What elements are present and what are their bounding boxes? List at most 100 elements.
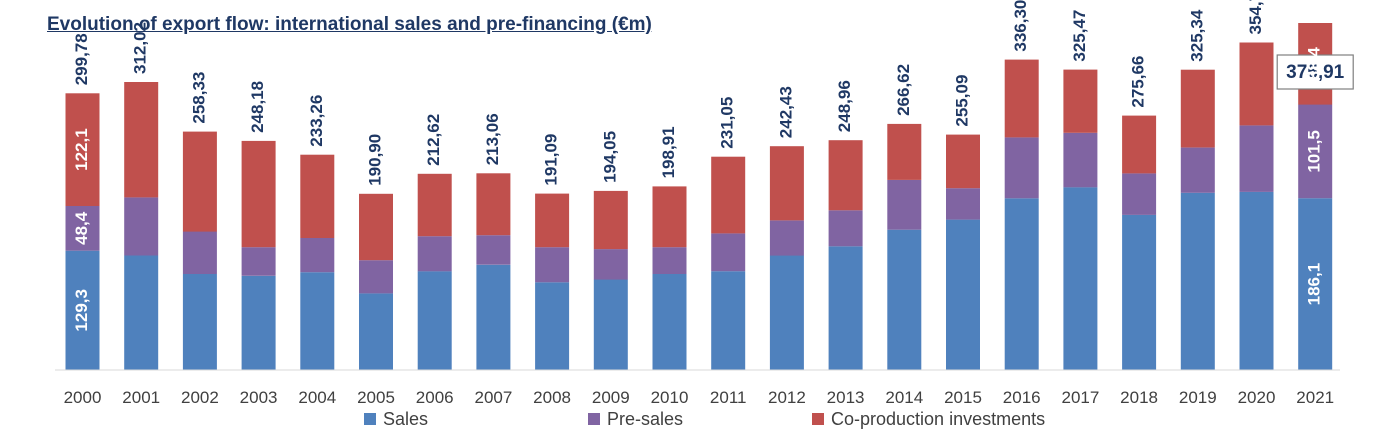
legend-item-co-production: Co-production investments [812,408,1045,430]
bar-sales-2017 [1063,187,1098,370]
x-tick-label-2009: 2009 [592,388,630,407]
bar-co-production-investments-2012 [769,146,804,221]
labels-layer: 2000 299,78 129,3 48,4 122,1 2001 312,02 2002 25… [64,0,1354,407]
bar-sales-2011 [711,271,746,370]
x-tick-label-2014: 2014 [885,388,923,407]
bar-pre-sales-2006 [417,236,452,272]
bar-co-production-investments-2019 [1180,69,1215,148]
bar-sales-2001 [124,255,159,370]
x-tick-label-2004: 2004 [298,388,336,407]
bar-pre-sales-2007 [476,235,511,265]
total-label-2006: 212,62 [424,114,443,166]
bar-sales-2015 [946,219,980,370]
total-box-2021 [1276,54,1354,90]
bar-sales-2021 [1298,198,1333,370]
bar-sales-2016 [1004,198,1039,370]
legend-swatch-pre-sales [588,413,600,425]
x-tick-label-2001: 2001 [122,388,160,407]
bar-pre-sales-2021 [1298,104,1333,199]
x-tick-label-2013: 2013 [827,388,865,407]
bar-sales-2004 [300,272,335,370]
bar-pre-sales-2015 [946,188,980,220]
bar-sales-2013 [828,246,863,370]
x-tick-label-2017: 2017 [1061,388,1099,407]
data-label-sales-2000: 129,3 [72,289,91,332]
x-tick-label-2012: 2012 [768,388,806,407]
legend-label-co-production: Co-production investments [831,408,1046,429]
bar-pre-sales-2004 [300,238,335,273]
bar-co-production-investments-2004 [300,154,335,238]
bar-co-production-investments-2011 [711,156,746,234]
bar-pre-sales-2003 [241,247,276,276]
bar-pre-sales-2008 [535,247,570,283]
bar-pre-sales-2010 [652,247,687,274]
bar-pre-sales-2009 [593,249,628,280]
bar-pre-sales-2005 [359,260,393,294]
x-tick-label-2000: 2000 [64,388,102,407]
bar-sales-2000 [65,250,100,370]
total-label-2021: 375,91 [1286,62,1345,83]
total-label-2004: 233,26 [307,95,326,147]
total-label-2011: 231,05 [718,97,737,149]
total-label-2018: 275,66 [1129,56,1148,108]
x-tick-label-2019: 2019 [1179,388,1217,407]
bar-co-production-investments-2010 [652,186,687,248]
x-tick-label-2007: 2007 [474,388,512,407]
legend-label-pre-sales: Pre-sales [607,408,684,429]
legend-swatch-sales [364,413,376,425]
data-label-sales-2021: 186,1 [1305,263,1324,306]
total-label-2020: 354,79 [1246,0,1265,35]
total-label-2003: 248,18 [248,81,267,133]
total-label-2016: 336,30 [1011,0,1030,52]
x-tick-label-2016: 2016 [1003,388,1041,407]
data-label-pre-sales-2000: 48,4 [72,211,91,245]
bar-sales-2018 [1122,214,1157,370]
bar-co-production-investments-2000 [65,93,100,206]
x-tick-label-2018: 2018 [1120,388,1158,407]
total-label-2002: 258,33 [189,72,208,124]
bar-co-production-investments-2016 [1004,59,1039,138]
total-label-2019: 325,34 [1187,9,1206,62]
bars-layer [65,23,1333,370]
total-label-2005: 190,90 [365,134,384,186]
bar-sales-2012 [769,255,804,370]
bar-sales-2003 [241,275,276,370]
bar-co-production-investments-2002 [182,131,217,232]
bar-pre-sales-2002 [182,231,217,274]
bar-pre-sales-2018 [1122,173,1157,215]
bar-sales-2020 [1239,191,1274,370]
bar-co-production-investments-2009 [593,190,628,250]
data-label-co-production-investments-2021: 88,4 [1305,47,1324,81]
bar-sales-2014 [887,229,922,370]
total-label-2010: 198,91 [659,126,678,178]
bar-pre-sales-2013 [828,210,863,247]
total-label-2000: 299,78 [72,33,91,85]
bar-co-production-investments-2005 [359,193,393,261]
bar-pre-sales-2020 [1239,125,1274,192]
data-label-co-production-investments-2000: 122,1 [72,128,91,171]
bar-pre-sales-2001 [124,197,159,256]
x-tick-label-2011: 2011 [710,388,747,407]
bar-co-production-investments-2001 [124,82,159,198]
bar-pre-sales-2000 [65,206,100,251]
total-label-2007: 213,06 [483,113,502,165]
bar-co-production-investments-2008 [535,193,570,248]
x-tick-label-2010: 2010 [651,388,689,407]
x-tick-label-2008: 2008 [533,388,571,407]
bar-co-production-investments-2003 [241,140,276,248]
x-tick-label-2020: 2020 [1238,388,1276,407]
bar-co-production-investments-2015 [946,134,980,189]
bar-sales-2019 [1180,192,1215,370]
total-label-2013: 248,96 [835,80,854,132]
bar-co-production-investments-2018 [1122,115,1157,174]
total-label-2014: 266,62 [894,64,913,116]
bar-co-production-investments-2014 [887,123,922,180]
bar-sales-2010 [652,274,687,370]
data-label-pre-sales-2021: 101,5 [1305,130,1324,173]
total-label-2009: 194,05 [600,131,619,183]
bar-sales-2005 [359,293,393,370]
x-tick-label-2005: 2005 [357,388,395,407]
bar-sales-2002 [182,274,217,370]
legend-swatch-co-production [812,413,824,425]
